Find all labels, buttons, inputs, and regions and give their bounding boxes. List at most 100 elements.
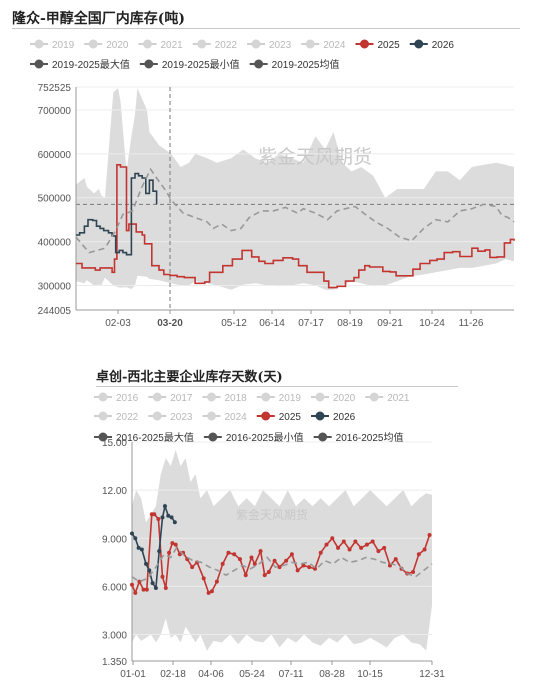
x-tick-label: 05-12 <box>221 318 247 329</box>
legend-label: 2025 <box>279 412 302 423</box>
data-point-2025 <box>232 552 237 557</box>
chart-svg: 2019 2020 2021 2022 2023 2024 2025 2026 2019-202… <box>30 39 515 329</box>
x-tick-label: 08-19 <box>337 318 363 329</box>
legend-label: 2026 <box>333 412 356 423</box>
data-point-2025 <box>324 542 329 547</box>
legend-item-2024[interactable]: 2024 <box>301 39 346 51</box>
x-tick-label: 10-15 <box>357 669 383 680</box>
legend-label: 2024 <box>225 412 248 423</box>
legend-item-2023[interactable]: 2023 <box>148 411 193 423</box>
legend-swatch-marker <box>414 39 424 49</box>
data-point-2025 <box>141 587 146 592</box>
legend-item-2019[interactable]: 2019 <box>256 392 302 404</box>
data-point-2025 <box>370 539 375 544</box>
data-point-2025 <box>359 545 364 550</box>
legend-swatch-marker <box>261 411 271 421</box>
title-divider <box>12 28 520 29</box>
data-point-2025 <box>237 557 242 562</box>
legend-label: 2020 <box>333 393 356 404</box>
legend-item-2016-2025[interactable]: 2016-2025最小值 <box>203 431 304 444</box>
y-tick-label: 752525 <box>38 83 72 94</box>
data-point-2025 <box>167 550 172 555</box>
legend-swatch-marker <box>88 39 98 49</box>
data-point-2025 <box>295 568 300 573</box>
x-tick-label: 02-18 <box>160 669 186 680</box>
data-point-2026 <box>144 561 149 566</box>
legend-swatch-marker <box>254 59 264 69</box>
legend-item-2023[interactable]: 2023 <box>247 39 292 51</box>
data-point-2025 <box>341 539 346 544</box>
legend-item-2018[interactable]: 2018 <box>202 392 248 404</box>
data-point-2025 <box>262 573 267 578</box>
data-point-2025 <box>206 590 211 595</box>
legend-item-2024[interactable]: 2024 <box>202 411 248 423</box>
legend-item-2021[interactable]: 2021 <box>365 392 410 404</box>
legend-item-2020[interactable]: 2020 <box>84 39 129 51</box>
legend-label: 2021 <box>161 40 184 51</box>
legend-item-2022[interactable]: 2022 <box>94 411 139 423</box>
x-tick-label: 07-17 <box>298 318 324 329</box>
watermark-text: 紫金天风期货 <box>258 146 372 168</box>
legend-item-2021[interactable]: 2021 <box>138 39 184 51</box>
data-point-2025 <box>312 566 317 571</box>
legend-swatch-marker <box>207 411 216 421</box>
legend-label: 2022 <box>215 40 238 51</box>
legend-label: 2016-2025均值 <box>336 431 404 444</box>
chart-svg: 2016 2017 2018 2019 2020 2021 2022 2023 2024 2025… <box>94 392 445 680</box>
legend-item-2017[interactable]: 2017 <box>148 392 193 404</box>
legend-item-2025[interactable]: 2025 <box>256 411 302 423</box>
legend-item-2019-2025[interactable]: 2019-2025最小值 <box>139 58 240 71</box>
legend-label: 2022 <box>116 412 139 423</box>
data-point-2025 <box>353 539 358 544</box>
legend-item-2022[interactable]: 2022 <box>192 39 238 51</box>
legend-swatch-marker <box>197 39 207 49</box>
y-tick-label: 500000 <box>38 194 72 205</box>
legend-item-2016-2025[interactable]: 2016-2025最大值 <box>94 431 194 444</box>
data-point-2025 <box>277 565 282 570</box>
data-point-2025 <box>133 590 138 595</box>
x-tick-label: 08-28 <box>319 669 345 680</box>
data-point-2025 <box>173 542 178 547</box>
series-line-2019-2025 <box>75 167 515 254</box>
legend-label: 2023 <box>170 412 193 423</box>
data-point-2026 <box>172 520 177 525</box>
data-point-2025 <box>163 586 168 590</box>
x-tick-label: 03-20 <box>157 318 183 329</box>
data-point-2026 <box>147 568 152 573</box>
legend-item-2019[interactable]: 2019 <box>30 39 75 51</box>
data-point-2025 <box>170 541 175 546</box>
y-tick-label: 1.350 <box>102 657 127 668</box>
y-tick-label: 6.000 <box>102 582 127 593</box>
y-tick-label: 244005 <box>38 306 72 317</box>
legend-item-2016[interactable]: 2016 <box>94 392 139 404</box>
legend-swatch-marker <box>261 392 271 402</box>
legend-swatch-marker <box>315 411 325 421</box>
chart-panel-methanol-inventory: 隆众-甲醇全国厂内库存(吨) 2019 2020 2021 2022 2023 2024 2… <box>0 0 550 330</box>
data-point-2025 <box>201 576 206 581</box>
legend-swatch-marker <box>152 392 162 402</box>
legend-swatch-marker <box>34 39 44 49</box>
legend-swatch-marker <box>251 39 261 49</box>
legend-label: 2019-2025最大值 <box>52 58 130 71</box>
data-point-2025 <box>301 563 306 568</box>
legend-swatch-marker <box>144 59 154 69</box>
legend-label: 2016 <box>116 393 139 404</box>
legend-item-2020[interactable]: 2020 <box>311 392 356 404</box>
data-point-2025 <box>330 536 335 541</box>
data-point-2026 <box>169 515 174 520</box>
legend-item-2016-2025[interactable]: 2016-2025均值 <box>313 431 404 444</box>
legend-swatch-marker <box>143 39 152 49</box>
legend-item-2026[interactable]: 2026 <box>409 39 455 51</box>
legend-swatch-marker <box>152 411 162 421</box>
data-point-2025 <box>284 558 289 563</box>
y-tick-label: 9.000 <box>102 534 127 545</box>
x-tick-label: 11-26 <box>459 318 484 329</box>
y-tick-label: 12.00 <box>102 486 127 497</box>
legend-item-2019-2025[interactable]: 2019-2025均值 <box>249 58 340 71</box>
legend-item-2025[interactable]: 2025 <box>355 39 401 51</box>
legend-item-2026[interactable]: 2026 <box>311 411 356 423</box>
legend-item-2019-2025[interactable]: 2019-2025最大值 <box>30 58 130 71</box>
data-point-2025 <box>382 545 387 550</box>
title-divider <box>96 386 458 387</box>
data-point-2025 <box>347 547 352 552</box>
